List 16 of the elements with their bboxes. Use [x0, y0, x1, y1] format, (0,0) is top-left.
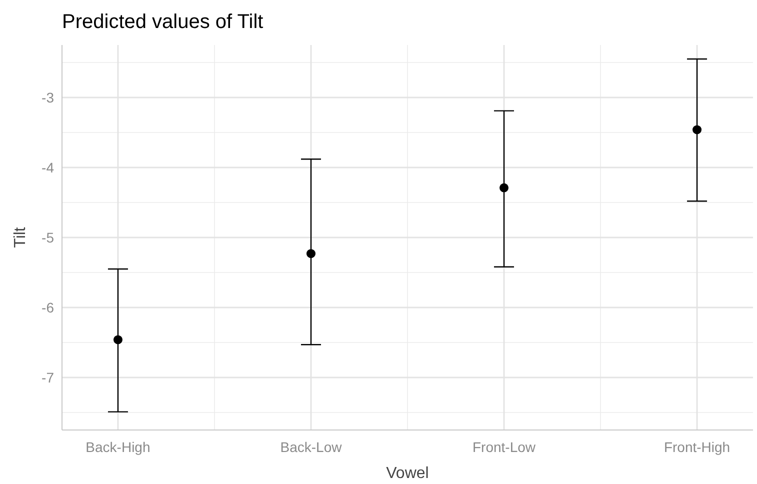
x-tick-label: Front-High: [664, 439, 730, 455]
chart-title: Predicted values of Tilt: [62, 11, 264, 33]
x-tick-label: Back-High: [86, 439, 150, 455]
x-tick-label: Front-Low: [472, 439, 536, 455]
x-axis-title: Vowel: [386, 465, 429, 482]
y-tick-label: -3: [42, 89, 54, 106]
point: [692, 125, 702, 134]
y-tick-label: -5: [42, 229, 54, 246]
y-axis-title: Tilt: [12, 226, 29, 248]
point: [306, 249, 316, 258]
point: [500, 183, 509, 192]
y-tick-label: -6: [42, 299, 54, 316]
x-tick-label: Back-Low: [280, 439, 343, 455]
point: [113, 335, 122, 344]
y-tick-label: -4: [42, 159, 54, 176]
y-tick-label: -7: [42, 369, 54, 386]
